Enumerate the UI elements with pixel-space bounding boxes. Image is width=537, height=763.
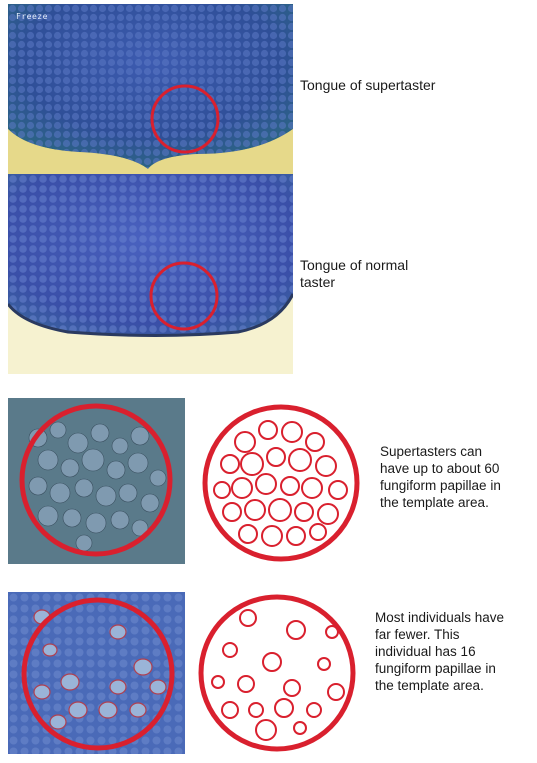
normal-closeup-photo [8,592,185,754]
supertaster-caption: Tongue of supertaster [300,77,436,93]
template-circle [150,84,220,154]
template-circle [19,403,173,557]
supertaster-papillae-drawing [200,402,362,564]
template-circle [149,261,219,331]
supertaster-tongue-photo: Freeze [8,4,293,174]
supertaster-papillae-caption: Supertasters can have up to about 60 fun… [380,444,501,510]
normal-papillae-drawing [196,592,358,754]
normal-taster-tongue-photo [8,174,293,374]
freeze-overlay-text: Freeze [16,12,48,21]
supertaster-closeup-photo [8,398,185,564]
normal-taster-caption: Tongue of normal taster [300,257,409,290]
template-circle [21,597,175,751]
normal-papillae-caption: Most individuals have far fewer. This in… [375,610,505,693]
